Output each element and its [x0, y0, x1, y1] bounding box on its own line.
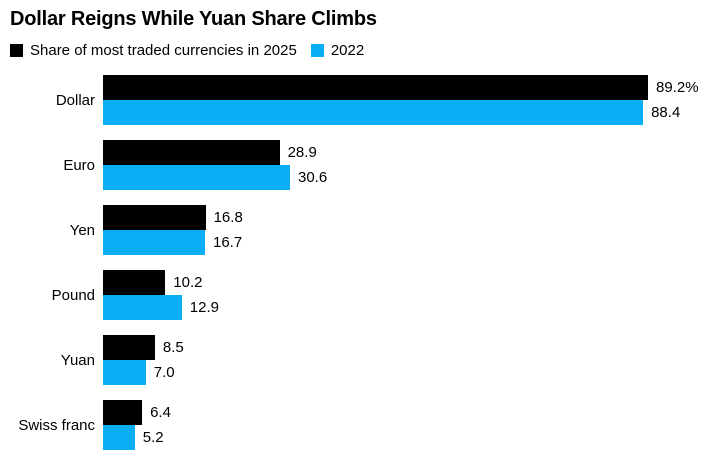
category-label: Dollar — [55, 91, 95, 109]
bar-row-2022: 5.2 — [103, 425, 706, 450]
bar-row-2025: 28.9 — [103, 140, 706, 165]
legend-item-2022: 2022 — [310, 42, 365, 59]
bar-row-2025: 16.8 — [103, 205, 706, 230]
bar-pair: 89.2% 88.4 — [103, 75, 706, 125]
value-label: 10.2 — [173, 274, 203, 291]
category-label: Yuan — [60, 351, 95, 369]
bar-2025-dollar — [103, 75, 648, 100]
bar-group-yuan: Yuan 8.5 7.0 — [0, 335, 706, 385]
bar-pair: 28.9 30.6 — [103, 140, 706, 190]
category-label: Euro — [63, 156, 95, 174]
bar-row-2025: 10.2 — [103, 270, 706, 295]
bar-pair: 8.5 7.0 — [103, 335, 706, 385]
value-label: 28.9 — [287, 144, 317, 161]
bar-group-pound: Pound 10.2 12.9 — [0, 270, 706, 320]
bar-row-2025: 89.2% — [103, 75, 706, 100]
bar-2025-euro — [103, 140, 280, 165]
bar-pair: 6.4 5.2 — [103, 400, 706, 450]
legend-item-2025: Share of most traded currencies in 2025 — [10, 42, 297, 59]
bar-group-swiss-franc: Swiss franc 6.4 5.2 — [0, 400, 706, 450]
bar-2022-euro — [103, 165, 290, 190]
bar-2022-swiss-franc — [103, 425, 135, 450]
bar-row-2022: 12.9 — [103, 295, 706, 320]
bar-row-2025: 6.4 — [103, 400, 706, 425]
bar-2025-pound — [103, 270, 166, 295]
legend-swatch-2025 — [10, 44, 23, 57]
value-label: 89.2% — [656, 79, 699, 96]
bar-chart: Dollar 89.2% 88.4 Euro 28.9 30.6 Yen 16.8 16.7 Po… — [0, 75, 706, 466]
bar-row-2022: 7.0 — [103, 360, 706, 385]
bar-group-euro: Euro 28.9 30.6 — [0, 140, 706, 190]
bar-pair: 10.2 12.9 — [103, 270, 706, 320]
bar-row-2022: 16.7 — [103, 230, 706, 255]
legend-label-2022: 2022 — [330, 42, 365, 59]
value-label: 88.4 — [651, 104, 681, 121]
bar-2022-pound — [103, 295, 182, 320]
bar-group-dollar: Dollar 89.2% 88.4 — [0, 75, 706, 125]
chart-title: Dollar Reigns While Yuan Share Climbs — [10, 8, 377, 30]
bar-2025-yen — [103, 205, 206, 230]
bar-2025-yuan — [103, 335, 155, 360]
value-label: 7.0 — [153, 364, 175, 381]
value-label: 16.8 — [213, 209, 243, 226]
value-label: 16.7 — [213, 234, 243, 251]
bar-group-yen: Yen 16.8 16.7 — [0, 205, 706, 255]
legend-label-2025: Share of most traded currencies in 2025 — [30, 42, 297, 59]
bar-pair: 16.8 16.7 — [103, 205, 706, 255]
value-label: 6.4 — [150, 404, 171, 421]
category-label: Pound — [51, 286, 95, 304]
category-label: Yen — [69, 221, 95, 239]
bar-row-2022: 88.4 — [103, 100, 706, 125]
bar-2025-swiss-franc — [103, 400, 143, 425]
bar-row-2025: 8.5 — [103, 335, 706, 360]
value-label: 30.6 — [298, 169, 328, 186]
value-label: 8.5 — [162, 339, 184, 356]
bar-2022-yuan — [103, 360, 146, 385]
bar-row-2022: 30.6 — [103, 165, 706, 190]
bar-2022-yen — [103, 230, 205, 255]
value-label: 12.9 — [189, 299, 219, 316]
legend: Share of most traded currencies in 2025 … — [10, 42, 364, 59]
value-label: 5.2 — [142, 429, 164, 446]
legend-swatch-2022 — [310, 44, 324, 57]
category-label: Swiss franc — [18, 416, 95, 434]
bar-2022-dollar — [103, 100, 644, 125]
